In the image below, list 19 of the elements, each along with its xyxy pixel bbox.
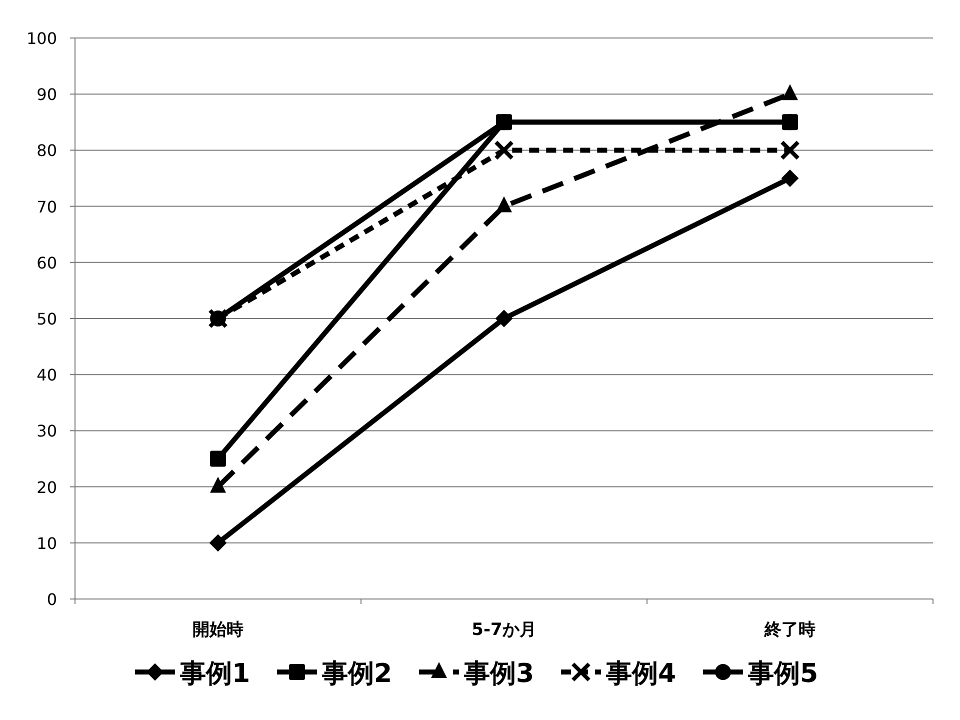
y-tick-label: 0: [46, 590, 57, 609]
x-tick-label: 開始時: [192, 620, 244, 640]
y-tick-label: 40: [36, 366, 57, 385]
y-tick-label: 100: [26, 29, 57, 48]
y-tick-label: 70: [36, 197, 57, 216]
legend-label: 事例4: [605, 659, 676, 689]
y-tick-label: 20: [36, 478, 57, 497]
y-tick-label: 30: [36, 422, 57, 441]
y-tick-label: 50: [36, 310, 57, 328]
legend-label: 事例1: [179, 659, 250, 689]
y-tick-label: 60: [36, 253, 57, 272]
y-tick-label: 80: [36, 141, 57, 160]
y-tick-label: 10: [36, 534, 57, 553]
legend-label: 事例5: [747, 659, 818, 689]
x-tick-label: 終了時: [764, 620, 816, 640]
legend-label: 事例3: [463, 659, 534, 689]
legend-label: 事例2: [321, 659, 392, 689]
x-tick-label: 5-7か月: [472, 620, 536, 640]
y-tick-label: 90: [36, 85, 57, 104]
